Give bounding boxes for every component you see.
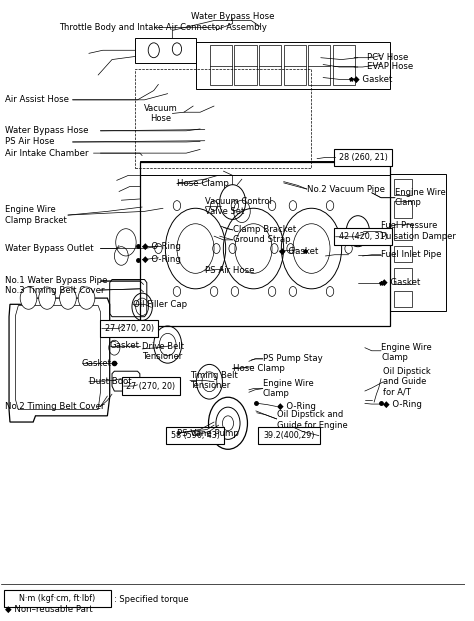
Text: Water Bypass Outlet: Water Bypass Outlet (5, 244, 94, 253)
Text: Oil Dipstick and
Guide for Engine: Oil Dipstick and Guide for Engine (277, 410, 347, 430)
Text: Fuel Inlet Pipe: Fuel Inlet Pipe (381, 250, 442, 259)
Text: ◆ Gasket: ◆ Gasket (353, 75, 392, 84)
Text: No.3 Timing Belt Cover: No.3 Timing Belt Cover (5, 286, 105, 294)
Text: Vacuum Control
Valve Set: Vacuum Control Valve Set (205, 197, 272, 216)
Text: Dust Boot: Dust Boot (89, 377, 131, 386)
Text: Vacuum
Hose: Vacuum Hose (144, 104, 178, 123)
Text: Clamp Bracket: Clamp Bracket (233, 225, 296, 235)
Text: Air Assist Hose: Air Assist Hose (5, 96, 69, 104)
Text: ◆ O-Ring: ◆ O-Ring (277, 402, 316, 411)
Circle shape (78, 287, 95, 309)
Text: PCV Hose: PCV Hose (367, 53, 409, 62)
Text: 27 (270, 20): 27 (270, 20) (127, 381, 175, 391)
Text: Oil Dipstick
and Guide
for A/T: Oil Dipstick and Guide for A/T (383, 367, 431, 397)
Text: No.2 Timing Belt Cover: No.2 Timing Belt Cover (5, 402, 105, 411)
Text: 27 (270, 20): 27 (270, 20) (105, 324, 154, 333)
FancyBboxPatch shape (122, 378, 180, 395)
Text: 39.2(400,29): 39.2(400,29) (264, 431, 315, 440)
Text: Engine Wire
Clamp: Engine Wire Clamp (395, 188, 446, 207)
Text: Hose Clamp: Hose Clamp (233, 365, 284, 373)
Text: ◆ O-Ring: ◆ O-Ring (142, 255, 181, 264)
Text: PS Air Hose: PS Air Hose (205, 266, 254, 275)
Text: : Specified torque: : Specified torque (114, 595, 189, 604)
FancyBboxPatch shape (334, 149, 392, 166)
Text: Oil Filler Cap: Oil Filler Cap (133, 300, 187, 309)
Text: ◆ O-Ring: ◆ O-Ring (383, 399, 422, 409)
Text: ◆ Non–reusable Part: ◆ Non–reusable Part (5, 605, 93, 614)
Text: No.2 Vacuum Pipe: No.2 Vacuum Pipe (307, 184, 385, 194)
Text: Engine Wire
Clamp: Engine Wire Clamp (381, 343, 432, 362)
FancyBboxPatch shape (4, 590, 111, 607)
Text: ◆ Gasket: ◆ Gasket (279, 247, 319, 255)
FancyBboxPatch shape (166, 427, 224, 445)
Text: PS Air Hose: PS Air Hose (5, 137, 55, 147)
Text: Water Bypass Hose: Water Bypass Hose (191, 12, 274, 21)
Text: ◆ O-Ring: ◆ O-Ring (142, 242, 181, 250)
Text: PS Vane Pump: PS Vane Pump (177, 428, 239, 438)
Text: No.1 Water Bypass Pipe: No.1 Water Bypass Pipe (5, 276, 108, 285)
Text: ◆ Gasket: ◆ Gasket (381, 278, 420, 287)
Text: N·m (kgf·cm, ft·lbf): N·m (kgf·cm, ft·lbf) (19, 594, 96, 603)
Text: PS Pump Stay: PS Pump Stay (263, 355, 322, 363)
Text: Engine Wire
Clamp: Engine Wire Clamp (263, 379, 313, 398)
Text: Water Bypass Hose: Water Bypass Hose (5, 126, 89, 135)
FancyBboxPatch shape (258, 427, 320, 445)
Text: Ground Strap: Ground Strap (233, 235, 290, 245)
Text: Fuel Pressure
Pulsation Damper: Fuel Pressure Pulsation Damper (381, 222, 456, 241)
Circle shape (20, 287, 37, 309)
FancyBboxPatch shape (100, 320, 158, 337)
Text: EVAP Hose: EVAP Hose (367, 63, 413, 71)
Text: Drive Belt
Tensioner: Drive Belt Tensioner (142, 342, 184, 361)
Text: 58 (590, 43): 58 (590, 43) (171, 431, 219, 440)
Text: Throttle Body and Intake Air Connector Assembly: Throttle Body and Intake Air Connector A… (59, 23, 267, 32)
Circle shape (60, 287, 76, 309)
Text: Hose Clamp: Hose Clamp (177, 179, 229, 188)
FancyBboxPatch shape (334, 228, 392, 245)
Text: 28 (260, 21): 28 (260, 21) (338, 153, 387, 162)
Text: Engine Wire
Clamp Bracket: Engine Wire Clamp Bracket (5, 206, 67, 225)
Circle shape (39, 287, 55, 309)
Text: Air Intake Chamber: Air Intake Chamber (5, 148, 89, 158)
Text: Gasket: Gasket (82, 359, 112, 368)
Text: Timing Belt
Tensioner: Timing Belt Tensioner (190, 371, 237, 390)
Text: 42 (420, 31): 42 (420, 31) (338, 232, 387, 242)
Text: Gasket: Gasket (109, 342, 140, 350)
